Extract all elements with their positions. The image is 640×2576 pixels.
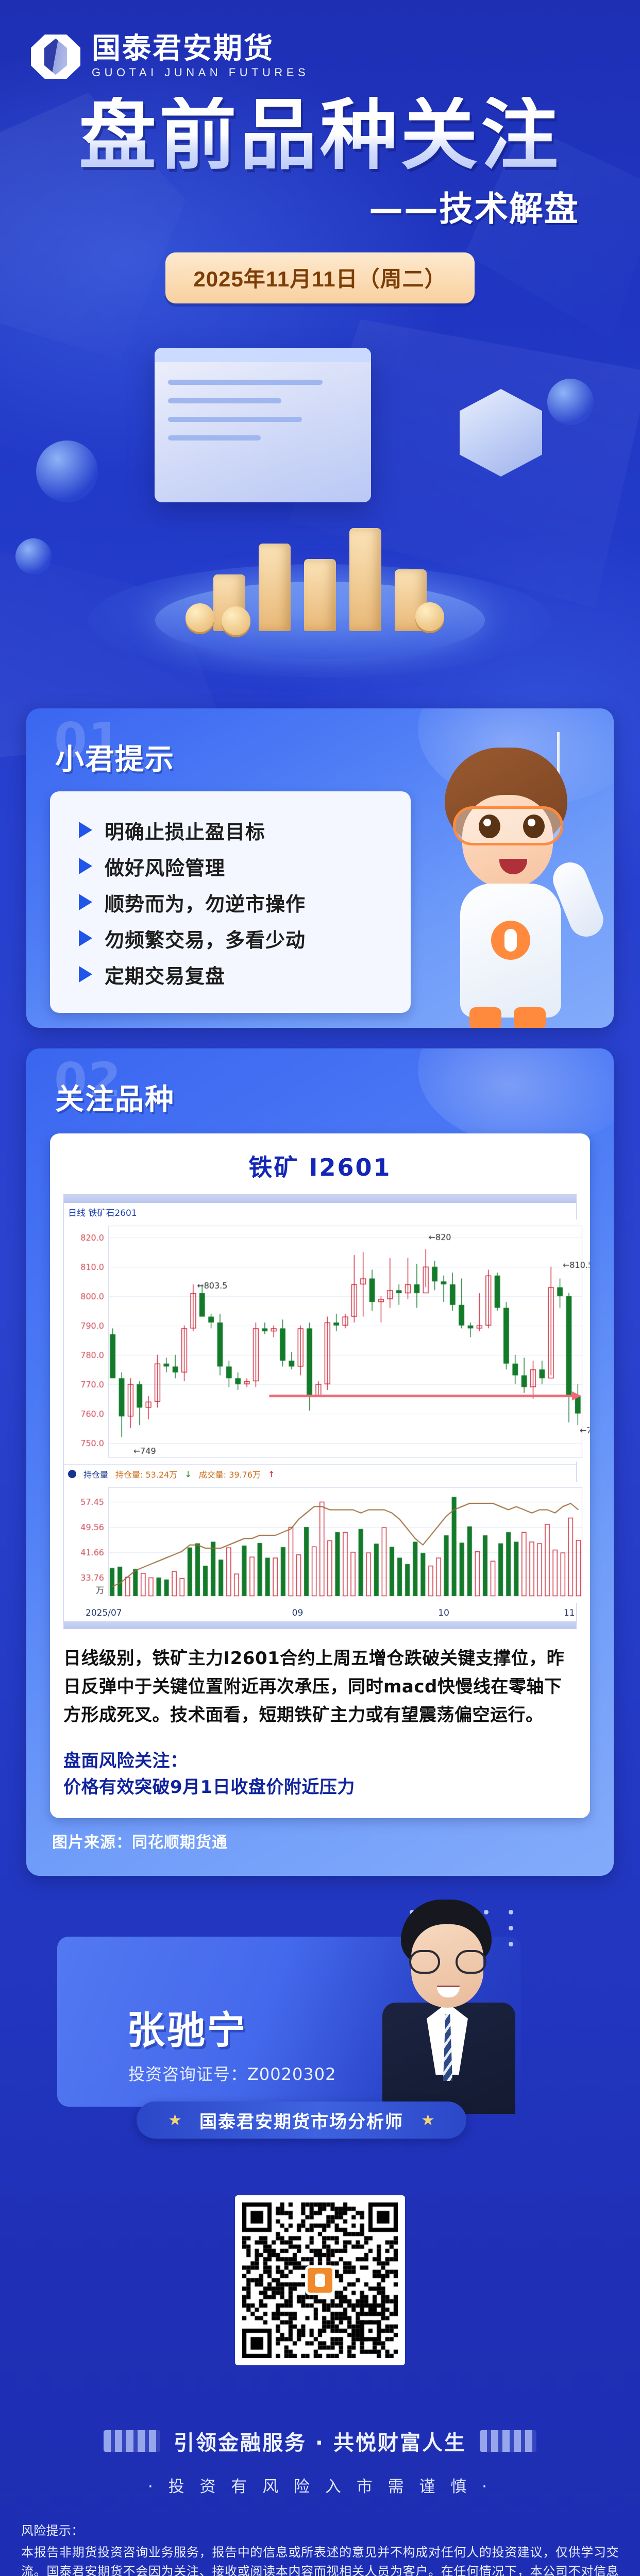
price-chart: 日线 铁矿石2601 持仓量 持仓量: 53.24万 ↓ 成交量: 39.76万… [63, 1194, 590, 1629]
tip-label: 做好风险管理 [105, 856, 226, 879]
coin-icon-1 [186, 603, 214, 632]
x-tick: 2025/07 [86, 1608, 122, 1618]
tip-item: 明确止损止盈目标 [79, 812, 411, 848]
qr-block [0, 2195, 640, 2366]
triangle-bullet-icon [79, 894, 92, 910]
slogan-deco-left [103, 2430, 160, 2452]
decor-orb-2 [15, 538, 52, 574]
tip-item: 勿频繁交易，多看少动 [79, 920, 411, 956]
footer-slogan-block: 引领金融服务 · 共悦财富人生 · 投 资 有 风 险 入 市 需 谨 慎 · [0, 2426, 640, 2497]
chart-x-axis: 2025/07 09 10 11 [64, 1606, 576, 1621]
vol-arrow-icon: ↑ [268, 1469, 275, 1479]
chart-top-bar [64, 1195, 576, 1203]
qr-code[interactable] [235, 2195, 405, 2366]
octagon-gem-logo-icon [31, 35, 80, 79]
triangle-bullet-icon [79, 930, 92, 946]
triangle-bullet-icon [79, 822, 92, 838]
tip-item: 做好风险管理 [79, 848, 411, 884]
date-badge: 2025年11月11日（周二） [165, 252, 475, 303]
page-subtitle: ——技术解盘 [369, 189, 579, 229]
risk-body: 价格有效突破9月1日收盘价附近压力 [63, 1777, 355, 1798]
bar-stack-illustration [213, 528, 427, 631]
analyst-block: 张驰宁 投资咨询证号：Z0020302 ★ 国泰君安期货市场分析师 ★ [26, 1896, 614, 2139]
coin-icon-2 [222, 606, 250, 635]
tip-label: 勿频繁交易，多看少动 [105, 928, 306, 952]
tips-section-title: 小君提示 [55, 743, 175, 776]
glasses-icon [409, 1950, 486, 1974]
tips-section: 01 小君提示 明确止损止盈目标 做好风险管理 顺势而为，勿逆市操作 勿频繁交易… [26, 708, 614, 1028]
risk-title: 盘面风险关注： [63, 1751, 188, 1772]
coin-icon-3 [415, 602, 444, 631]
chart-screen-illustration [155, 348, 371, 502]
star-icon: ★ [421, 2111, 435, 2129]
product-card: 铁矿 I2601 日线 铁矿石2601 持仓量 持仓量: 53.24万 ↓ 成交… [50, 1133, 590, 1819]
focus-section: 02 关注品种 铁矿 I2601 日线 铁矿石2601 持仓量 持仓量: 53.… [26, 1048, 614, 1876]
footer-slogan: 引领金融服务 · 共悦财富人生 [173, 2431, 467, 2455]
analyst-portrait [379, 1896, 518, 2114]
tip-label: 明确止损止盈目标 [105, 820, 266, 843]
risk-block: 盘面风险关注： 价格有效突破9月1日收盘价附近压力 [63, 1748, 577, 1801]
candlestick-area [64, 1219, 590, 1464]
app-logo-icon [305, 2265, 335, 2296]
analyst-role-band: ★ 国泰君安期货市场分析师 ★ [137, 2102, 466, 2139]
mascot-character [413, 729, 609, 1028]
position-icon [68, 1470, 76, 1478]
focus-section-title: 关注品种 [55, 1083, 175, 1116]
cube-illustration [460, 389, 542, 477]
x-tick: 09 [292, 1608, 304, 1618]
volume-header-label: 持仓量 [83, 1470, 109, 1480]
brand-name-cn: 国泰君安期货 [92, 32, 274, 64]
chart-bottom-bar [64, 1621, 576, 1629]
analyst-name: 张驰宁 [127, 2008, 247, 2053]
tip-item: 定期交易复盘 [79, 956, 411, 992]
candlestick-canvas [64, 1219, 590, 1462]
tip-label: 定期交易复盘 [105, 964, 226, 988]
star-icon: ★ [168, 2111, 182, 2129]
tips-panel: 明确止损止盈目标 做好风险管理 顺势而为，勿逆市操作 勿频繁交易，多看少动 定期… [50, 791, 411, 1013]
volume-canvas [64, 1482, 590, 1603]
analyst-role: 国泰君安期货市场分析师 [199, 2111, 403, 2132]
chart-title: 日线 铁矿石2601 [68, 1208, 137, 1218]
tip-label: 顺势而为，勿逆市操作 [105, 892, 306, 916]
decor-orb-1 [36, 440, 98, 502]
analysis-text: 日线级别，铁矿主力I2601合约上周五增仓跌破关键支撑位，昨日反弹中于关键位置附… [63, 1648, 565, 1726]
product-name: 铁矿 I2601 [248, 1154, 392, 1181]
open-interest-value: 持仓量: 53.24万 [115, 1470, 178, 1480]
hero-illustration [0, 317, 640, 708]
volume-header: 持仓量 持仓量: 53.24万 ↓ 成交量: 39.76万 ↑ [64, 1464, 576, 1482]
footer-slogan-sub: · 投 资 有 风 险 入 市 需 谨 慎 · [147, 2478, 493, 2497]
hero: 盘前品种关注 ——技术解盘 2025年11月11日（周二） [0, 79, 640, 303]
page-title: 盘前品种关注 [0, 97, 640, 174]
brand-bar: 国泰君安期货 GUOTAI JUNAN FUTURES [0, 0, 640, 79]
triangle-bullet-icon [79, 858, 92, 874]
tip-item: 顺势而为，勿逆市操作 [79, 884, 411, 920]
focus-section-number: 02 [54, 1053, 123, 1108]
footer-slogan-row: 引领金融服务 · 共悦财富人生 [103, 2426, 537, 2456]
brand-text: 国泰君安期货 GUOTAI JUNAN FUTURES [92, 34, 309, 79]
disclaimer-title: 风险提示： [21, 2523, 84, 2538]
volume-area [64, 1482, 590, 1606]
oi-arrow-icon: ↓ [184, 1469, 192, 1479]
triangle-bullet-icon [79, 966, 92, 982]
disclaimer: 风险提示： 本报告非期货投资咨询业务服务，报告中的信息或所表述的意见并不构成对任… [21, 2521, 619, 2576]
disclaimer-body: 本报告非期货投资咨询业务服务，报告中的信息或所表述的意见并不构成对任何人的投资建… [21, 2545, 619, 2576]
brand-name-en: GUOTAI JUNAN FUTURES [92, 66, 310, 79]
x-tick: 11 [563, 1608, 575, 1618]
decor-orb-3 [547, 379, 594, 425]
image-source: 图片来源：同花顺期货通 [52, 1834, 228, 1852]
slogan-deco-right [480, 2430, 537, 2452]
turnover-value: 成交量: 39.76万 [198, 1470, 261, 1480]
x-tick: 10 [438, 1608, 449, 1618]
analyst-cert: 投资咨询证号：Z0020302 [128, 2064, 336, 2084]
tips-section-number: 01 [54, 713, 123, 768]
